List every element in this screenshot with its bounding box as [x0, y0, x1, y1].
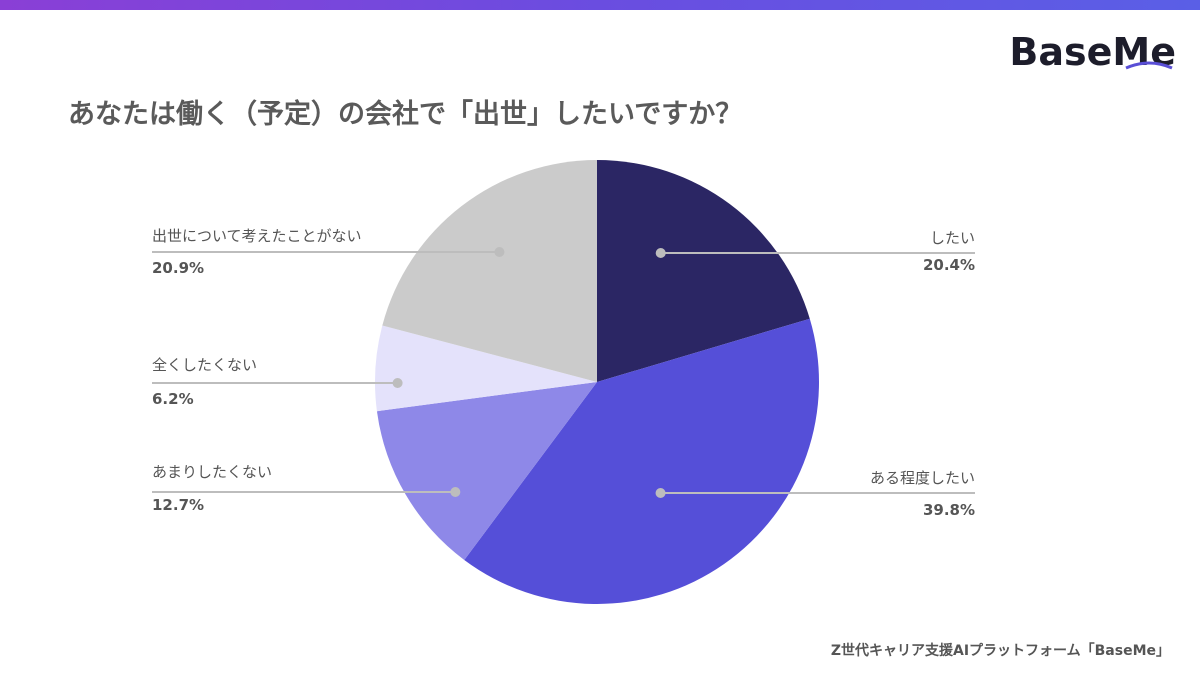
- slice-label: 出世について考えたことがない: [152, 227, 362, 245]
- pie-slice: [376, 382, 597, 560]
- callout-dot: [655, 488, 666, 498]
- slice-label: したい: [930, 229, 975, 247]
- pie-slice: [464, 318, 819, 604]
- top-accent-bar: [0, 0, 1200, 10]
- slice-label: あまりしたくない: [152, 463, 272, 481]
- callout-dot: [655, 248, 666, 258]
- page-title: あなたは働く（予定）の会社で「出世」したいですか？: [68, 99, 743, 130]
- slice-label: ある程度したい: [870, 469, 975, 487]
- pie-slice: [597, 160, 810, 382]
- slice-value-label: 20.4%: [923, 256, 975, 274]
- baseme-logo: BaseMe: [1009, 30, 1176, 74]
- footer-credit: Z世代キャリア支援AIプラットフォーム「BaseMe」: [830, 643, 1170, 659]
- pie-slice: [382, 160, 597, 382]
- slice-value-label: 12.7%: [152, 496, 204, 514]
- slice-value-label: 6.2%: [152, 390, 194, 408]
- callout-dot: [450, 487, 461, 497]
- logo-swoosh-icon: [1125, 61, 1173, 70]
- callout-dot: [392, 378, 403, 388]
- slice-value-label: 39.8%: [923, 501, 975, 519]
- pie-slice: [375, 325, 597, 412]
- callout-dot: [494, 247, 505, 257]
- slice-label: 全くしたくない: [152, 356, 257, 374]
- slice-value-label: 20.9%: [152, 259, 204, 277]
